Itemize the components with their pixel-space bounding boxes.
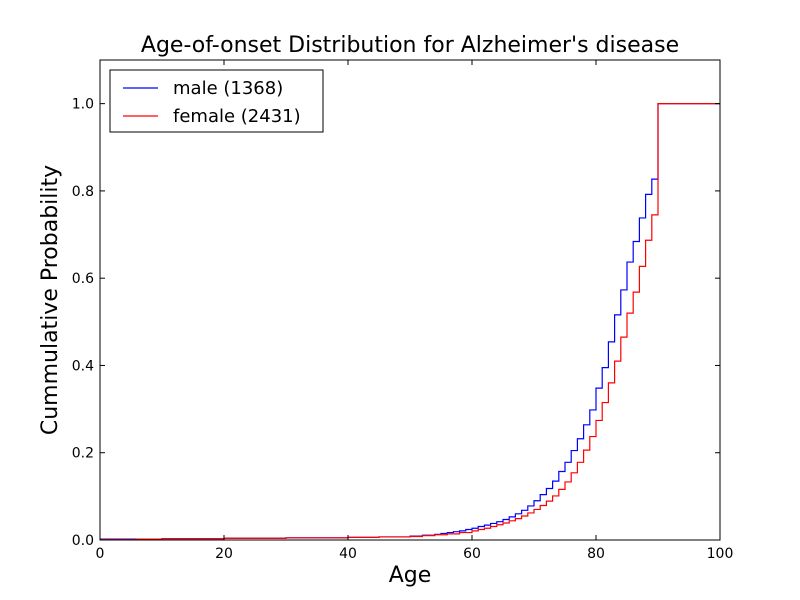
plot-frame (100, 60, 720, 540)
y-tick-label: 0.6 (72, 271, 94, 287)
series-layer (100, 103, 720, 541)
y-tick-label: 0.8 (72, 184, 94, 200)
y-tick-label: 1.0 (72, 97, 94, 113)
plot-border (99, 59, 721, 541)
x-axis-label: Age (389, 563, 432, 588)
y-axis-label: Cummulative Probability (38, 165, 63, 435)
x-tick-label: 40 (339, 546, 357, 562)
legend: male (1368) female (2431) (109, 69, 324, 133)
y-tick-label: 0.2 (72, 446, 94, 462)
x-tick-label: 80 (587, 546, 605, 562)
x-tick-label: 20 (215, 546, 233, 562)
y-tick-label: 0.0 (72, 533, 94, 549)
ticks-layer: 0 20 40 60 80 100 0.0 0.2 0.4 0.6 0.8 1.0 (72, 60, 734, 562)
legend-box (109, 69, 324, 133)
series-line-female (100, 103, 720, 541)
y-tick-label: 0.4 (72, 358, 94, 374)
x-tick-label: 100 (707, 546, 734, 562)
x-tick-label: 60 (463, 546, 481, 562)
chart-title: Age-of-onset Distribution for Alzheimer'… (141, 33, 679, 58)
plot-area: 0 20 40 60 80 100 0.0 0.2 0.4 0.6 0.8 1.0 (72, 59, 734, 562)
x-tick-label: 0 (96, 546, 105, 562)
legend-label-female: female (2431) (173, 106, 301, 127)
legend-label-male: male (1368) (173, 78, 283, 99)
